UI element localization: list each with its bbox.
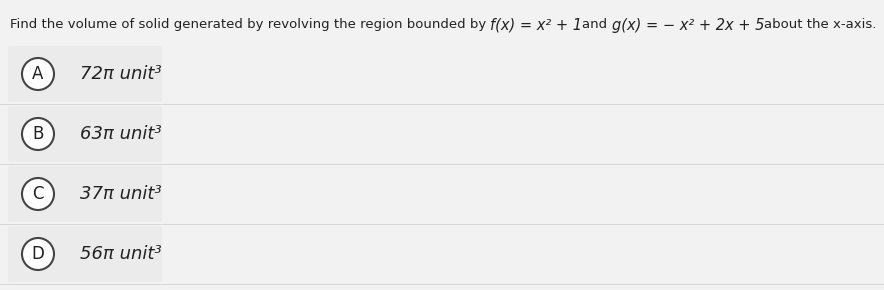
FancyBboxPatch shape: [8, 166, 162, 222]
Circle shape: [22, 178, 54, 210]
Text: 72π unit³: 72π unit³: [80, 65, 162, 83]
Text: A: A: [33, 65, 43, 83]
FancyBboxPatch shape: [8, 46, 162, 102]
Text: g(x) = − x² + 2x + 5: g(x) = − x² + 2x + 5: [612, 18, 765, 33]
Text: Find the volume of solid generated by revolving the region bounded by: Find the volume of solid generated by re…: [10, 18, 491, 31]
Text: D: D: [32, 245, 44, 263]
Text: B: B: [33, 125, 43, 143]
Text: and: and: [583, 18, 612, 31]
Text: 56π unit³: 56π unit³: [80, 245, 162, 263]
Circle shape: [22, 58, 54, 90]
Text: 63π unit³: 63π unit³: [80, 125, 162, 143]
FancyBboxPatch shape: [8, 226, 162, 282]
Circle shape: [22, 118, 54, 150]
Text: 37π unit³: 37π unit³: [80, 185, 162, 203]
FancyBboxPatch shape: [8, 106, 162, 162]
Circle shape: [22, 238, 54, 270]
Text: f(x) = x² + 1: f(x) = x² + 1: [491, 18, 583, 33]
Text: C: C: [32, 185, 43, 203]
Text: about the x-axis.: about the x-axis.: [765, 18, 877, 31]
